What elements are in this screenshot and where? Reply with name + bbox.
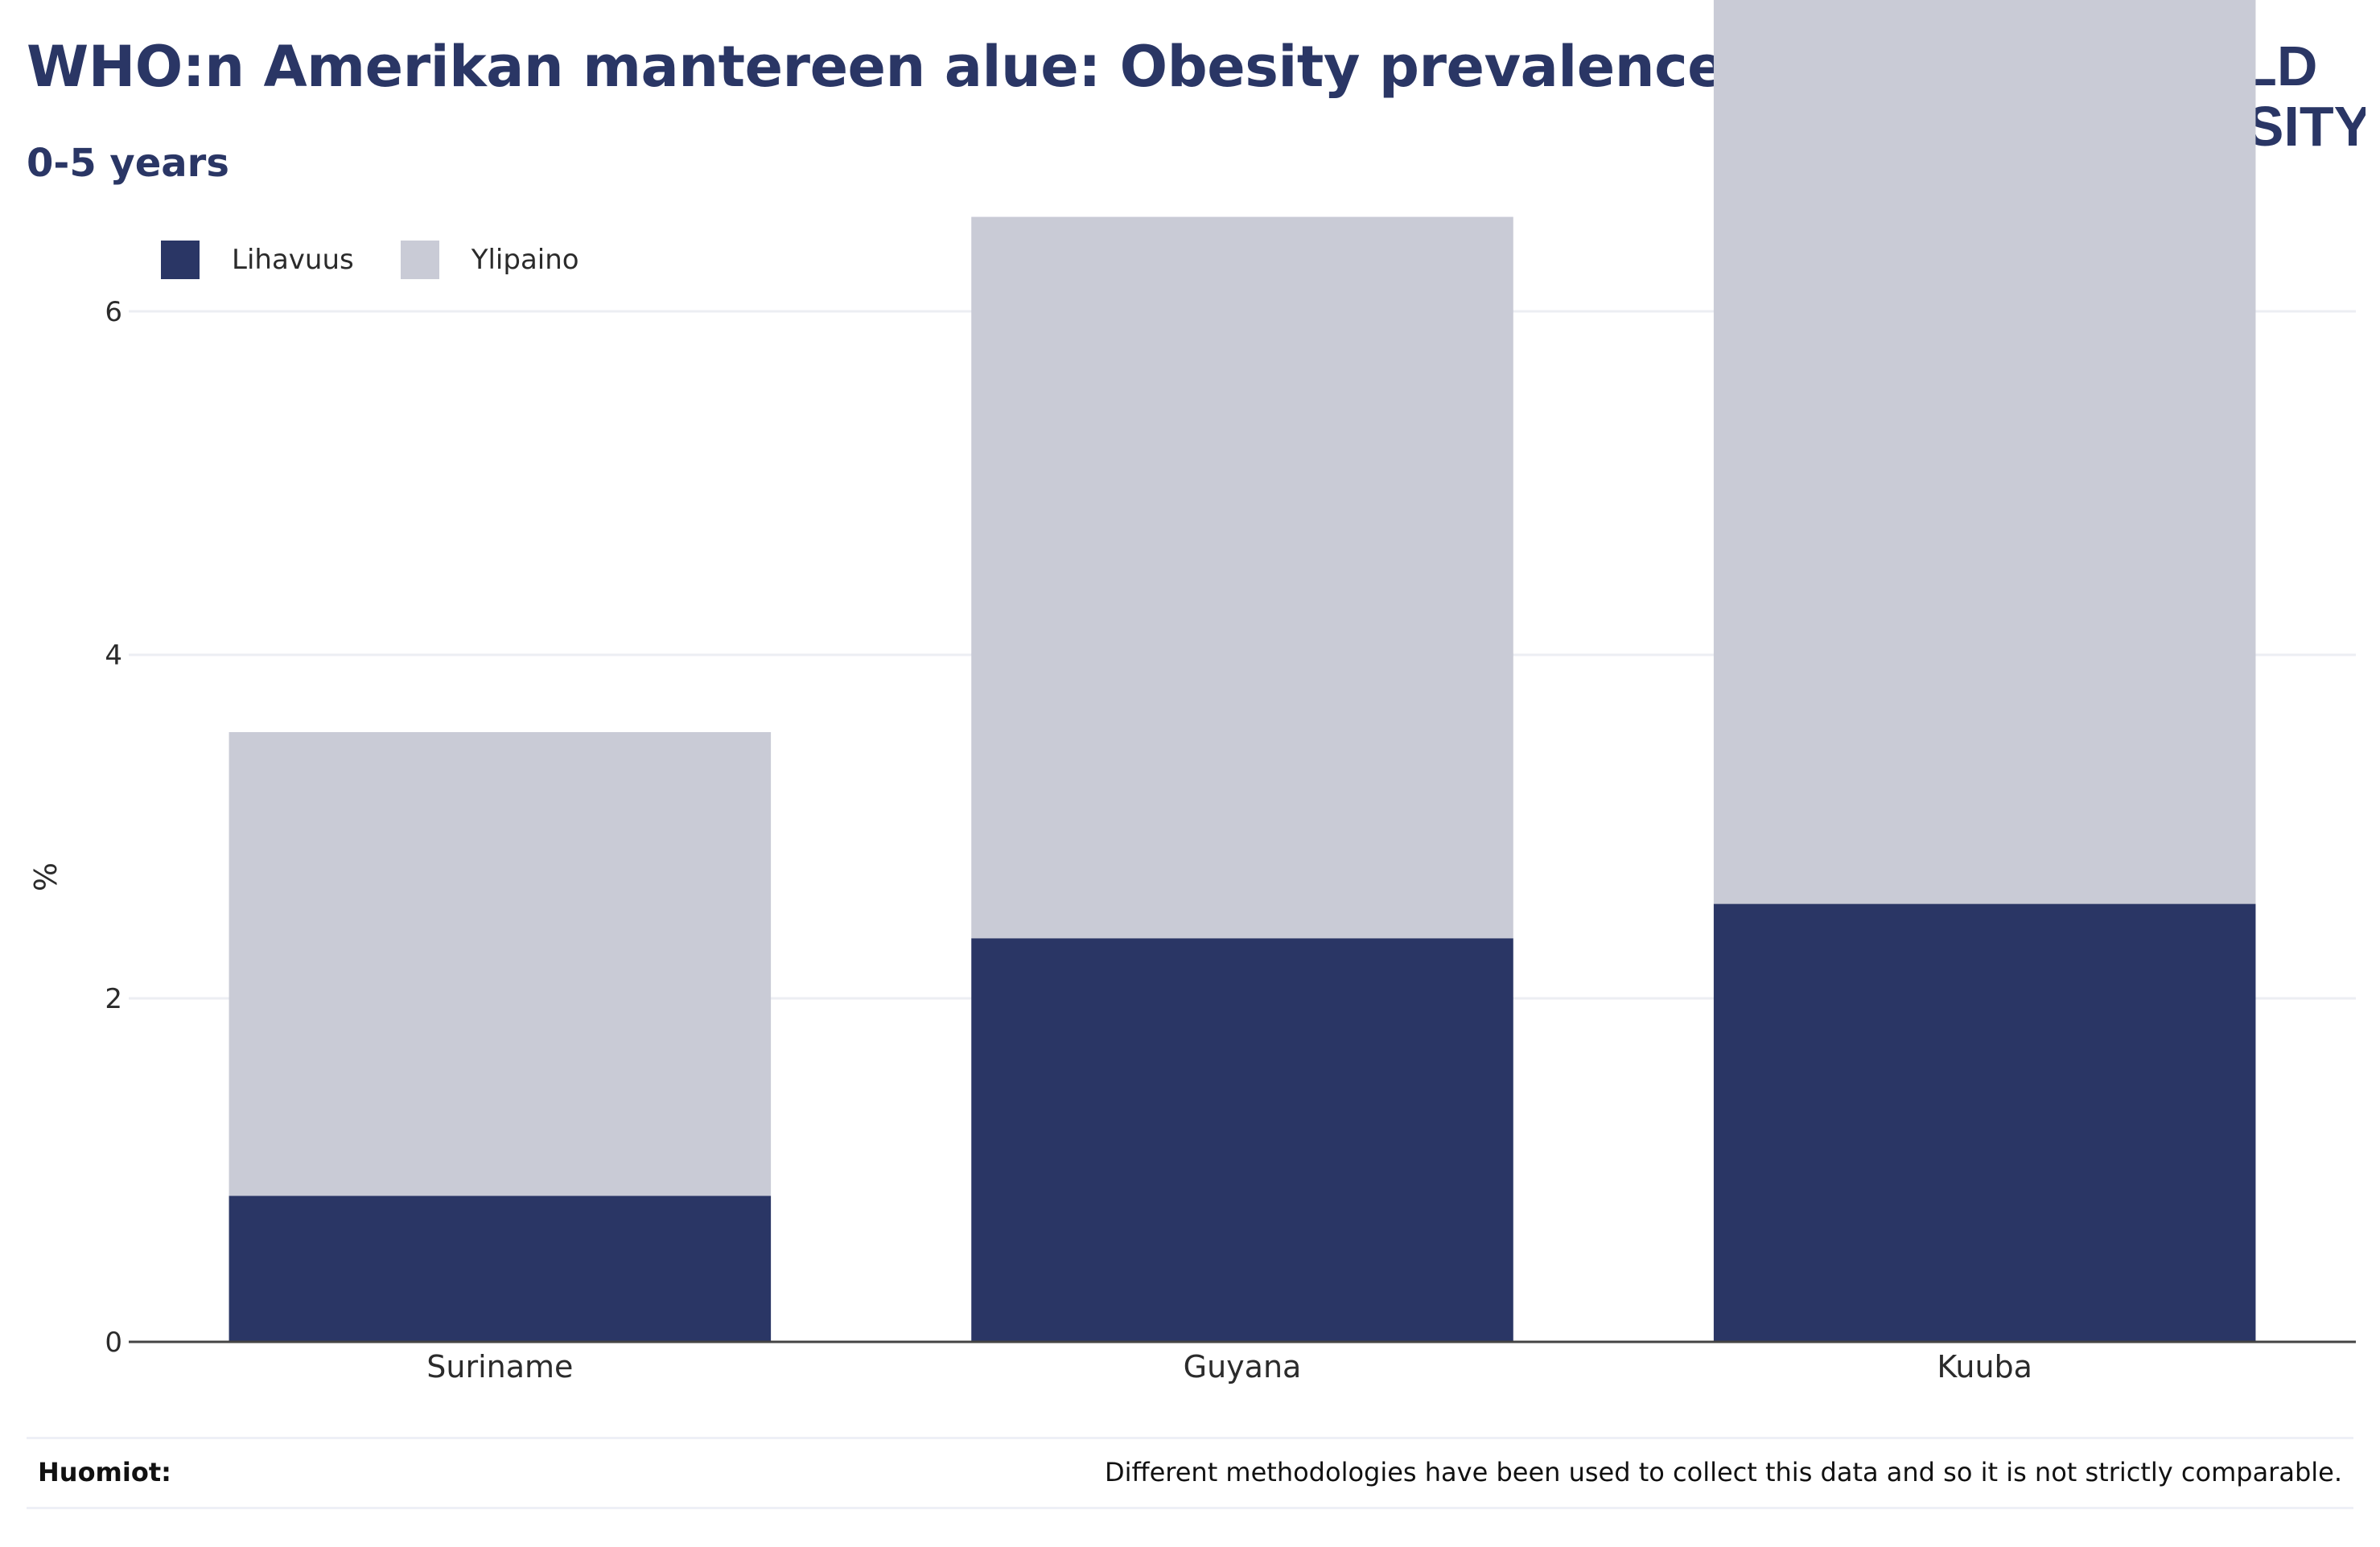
chart-legend: Lihavuus Ylipaino [161,240,626,280]
y-tick-label: 2 [105,983,122,1015]
x-tick-label: Kuuba [1937,1349,2032,1384]
bar-overweight [229,732,772,1196]
bar-obesity [1713,903,2256,1342]
bar-overweight [1713,0,2256,904]
legend-swatch-obesity [161,241,200,279]
footer-note: Different methodologies have been used t… [1105,1457,2342,1487]
legend-label-overweight: Ylipaino [471,244,579,276]
y-axis-label: % [28,862,64,891]
chart-subtitle: 0-5 years [27,141,229,186]
legend-item-obesity[interactable]: Lihavuus [161,241,354,279]
y-tick-label: 4 [105,640,122,672]
chart-title: WHO:n Amerikan mantereen alue: Obesity p… [27,34,1726,100]
bar-overweight [971,216,1513,939]
legend-swatch-overweight [400,241,439,279]
x-tick-label: Suriname [426,1349,573,1384]
legend-item-overweight[interactable]: Ylipaino [400,241,579,279]
bar-obesity [971,938,1513,1342]
y-tick-label: 0 [105,1327,122,1359]
y-tick-label: 6 [105,296,122,328]
legend-label-obesity: Lihavuus [232,244,354,276]
footer-label: Huomiot: [38,1457,171,1487]
bar-obesity [229,1195,772,1342]
footer: Huomiot: Different methodologies have be… [27,1437,2353,1509]
x-tick-label: Guyana [1184,1349,1302,1384]
